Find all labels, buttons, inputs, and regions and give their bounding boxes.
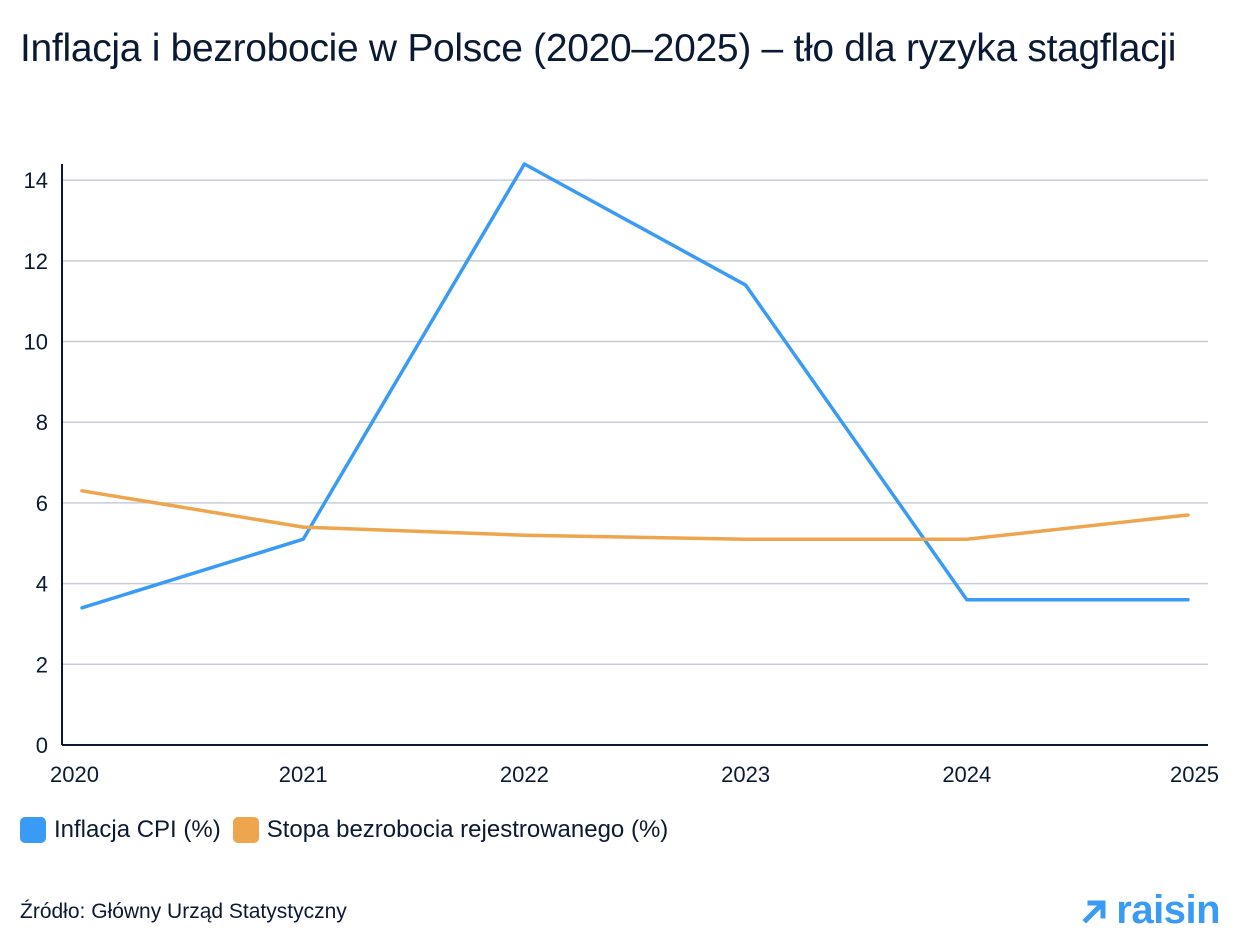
- x-axis-ticks: 2020 2021 2022 2023 2024 2025: [50, 762, 1219, 787]
- x-tick-label: 2025: [1170, 762, 1219, 787]
- y-tick-label: 12: [24, 249, 48, 274]
- series-lines: [80, 162, 1190, 610]
- legend-item-unemployment: Stopa bezrobocia rejestrowanego (%): [232, 816, 669, 844]
- y-tick-label: 10: [24, 330, 48, 355]
- chart-title: Inflacja i bezrobocie w Polsce (2020–202…: [20, 27, 1177, 70]
- gridlines: [62, 179, 1208, 666]
- y-tick-label: 6: [36, 491, 48, 516]
- y-axis-ticks: 0 2 4 6 8 10 12 14: [24, 168, 48, 758]
- arrow-up-right-icon: [1082, 899, 1106, 924]
- line-chart: 0 2 4 6 8 10 12 14 2020 2021 2022 2023 2024 2025: [24, 162, 1219, 787]
- y-tick-label: 8: [36, 410, 48, 435]
- raisin-logo: raisin: [1080, 888, 1220, 933]
- legend-swatch-unemployment: [232, 817, 259, 843]
- x-tick-label: 2022: [500, 762, 549, 787]
- logo-text: raisin: [1116, 888, 1220, 932]
- series-line-inflation: [80, 162, 1190, 610]
- y-tick-label: 14: [24, 168, 48, 193]
- legend: Inflacja CPI (%) Stopa bezrobocia rejest…: [20, 816, 680, 844]
- legend-item-inflation: Inflacja CPI (%): [20, 816, 221, 844]
- legend-swatch-inflation: [20, 817, 46, 843]
- series-line-unemployment: [80, 489, 1190, 541]
- legend-label-unemployment: Stopa bezrobocia rejestrowanego (%): [266, 816, 669, 843]
- x-tick-label: 2021: [279, 762, 328, 787]
- legend-label-inflation: Inflacja CPI (%): [54, 816, 221, 843]
- x-tick-label: 2023: [721, 762, 770, 787]
- x-tick-label: 2024: [942, 762, 991, 787]
- y-tick-label: 0: [36, 733, 48, 758]
- y-tick-label: 4: [36, 572, 48, 597]
- source-note: Źródło: Główny Urząd Statystyczny: [20, 900, 347, 923]
- x-tick-label: 2020: [50, 762, 99, 787]
- y-tick-label: 2: [36, 652, 48, 677]
